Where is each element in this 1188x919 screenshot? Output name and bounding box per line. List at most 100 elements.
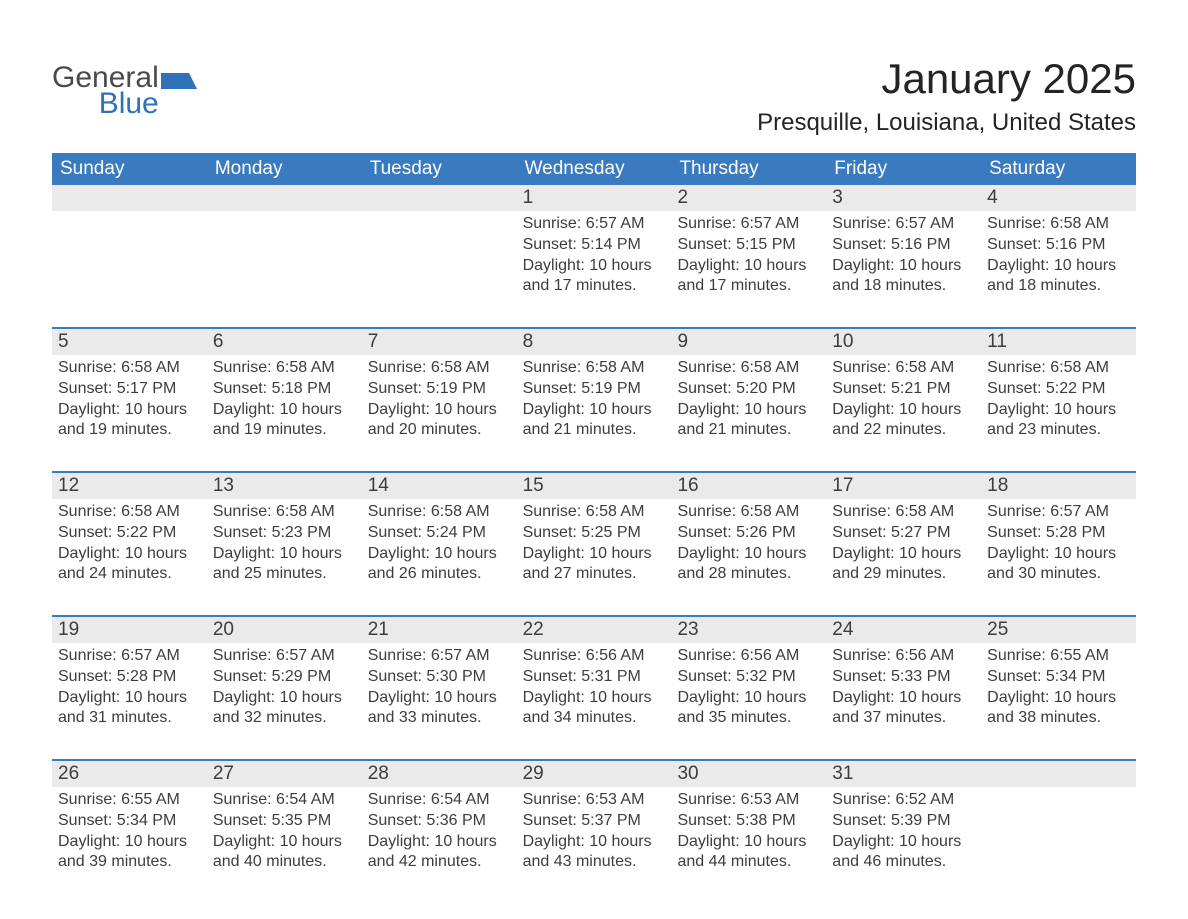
location: Presquille, Louisiana, United States bbox=[757, 109, 1136, 137]
detail-value: 6:57 AM bbox=[121, 647, 180, 664]
logo-word-blue: Blue bbox=[52, 89, 159, 119]
detail-value: 6:57 AM bbox=[741, 215, 800, 232]
detail-label: Daylight: bbox=[58, 401, 125, 418]
day-details: Sunrise: 6:53 AMSunset: 5:37 PMDaylight:… bbox=[517, 787, 672, 873]
detail-label: Sunset: bbox=[58, 380, 117, 397]
day-cell: 29Sunrise: 6:53 AMSunset: 5:37 PMDayligh… bbox=[517, 761, 672, 889]
day-header: Wednesday bbox=[517, 153, 672, 185]
detail-label: Sunset: bbox=[523, 236, 582, 253]
detail-label: Daylight: bbox=[368, 401, 435, 418]
day-details: Sunrise: 6:54 AMSunset: 5:35 PMDaylight:… bbox=[207, 787, 362, 873]
detail-value: 6:57 AM bbox=[276, 647, 335, 664]
day-header: Thursday bbox=[671, 153, 826, 185]
day-cell: 26Sunrise: 6:55 AMSunset: 5:34 PMDayligh… bbox=[52, 761, 207, 889]
logo-flag-icon bbox=[161, 67, 197, 89]
detail-label: Sunset: bbox=[368, 812, 427, 829]
detail-value: 5:25 PM bbox=[581, 524, 641, 541]
day-details: Sunrise: 6:58 AMSunset: 5:18 PMDaylight:… bbox=[207, 355, 362, 441]
detail-label: Sunset: bbox=[58, 668, 117, 685]
day-number: 19 bbox=[52, 617, 207, 643]
day-header: Sunday bbox=[52, 153, 207, 185]
detail-label: Sunset: bbox=[987, 668, 1046, 685]
detail-label: Daylight: bbox=[832, 689, 899, 706]
detail-label: Daylight: bbox=[213, 401, 280, 418]
detail-label: Sunset: bbox=[58, 812, 117, 829]
detail-label: Sunset: bbox=[523, 668, 582, 685]
day-details: Sunrise: 6:52 AMSunset: 5:39 PMDaylight:… bbox=[826, 787, 981, 873]
detail-value: 6:58 AM bbox=[276, 359, 335, 376]
detail-value: 6:58 AM bbox=[741, 359, 800, 376]
detail-value: 5:31 PM bbox=[581, 668, 641, 685]
day-cell: 30Sunrise: 6:53 AMSunset: 5:38 PMDayligh… bbox=[671, 761, 826, 889]
logo-text: General Blue bbox=[52, 63, 159, 119]
detail-value: 6:58 AM bbox=[895, 359, 954, 376]
detail-value: 6:53 AM bbox=[741, 791, 800, 808]
day-header: Monday bbox=[207, 153, 362, 185]
day-cell: 6Sunrise: 6:58 AMSunset: 5:18 PMDaylight… bbox=[207, 329, 362, 457]
detail-label: Sunset: bbox=[677, 812, 736, 829]
logo: General Blue bbox=[52, 63, 197, 119]
detail-value: 6:55 AM bbox=[121, 791, 180, 808]
day-number: 9 bbox=[671, 329, 826, 355]
day-cell: 10Sunrise: 6:58 AMSunset: 5:21 PMDayligh… bbox=[826, 329, 981, 457]
day-details: Sunrise: 6:53 AMSunset: 5:38 PMDaylight:… bbox=[671, 787, 826, 873]
detail-value: 6:52 AM bbox=[895, 791, 954, 808]
detail-value: 6:58 AM bbox=[121, 503, 180, 520]
day-details: Sunrise: 6:57 AMSunset: 5:14 PMDaylight:… bbox=[517, 211, 672, 297]
day-cell: 1Sunrise: 6:57 AMSunset: 5:14 PMDaylight… bbox=[517, 185, 672, 313]
week-row: 12Sunrise: 6:58 AMSunset: 5:22 PMDayligh… bbox=[52, 471, 1136, 601]
day-header-row: SundayMondayTuesdayWednesdayThursdayFrid… bbox=[52, 153, 1136, 185]
day-cell: 7Sunrise: 6:58 AMSunset: 5:19 PMDaylight… bbox=[362, 329, 517, 457]
detail-label: Sunset: bbox=[213, 668, 272, 685]
detail-value: 6:55 AM bbox=[1050, 647, 1109, 664]
day-number: 28 bbox=[362, 761, 517, 787]
day-details: Sunrise: 6:58 AMSunset: 5:26 PMDaylight:… bbox=[671, 499, 826, 585]
header: General Blue January 2025 Presquille, Lo… bbox=[52, 55, 1136, 137]
day-details: Sunrise: 6:58 AMSunset: 5:17 PMDaylight:… bbox=[52, 355, 207, 441]
day-cell: 13Sunrise: 6:58 AMSunset: 5:23 PMDayligh… bbox=[207, 473, 362, 601]
detail-label: Sunrise: bbox=[677, 503, 740, 520]
detail-label: Daylight: bbox=[677, 833, 744, 850]
detail-value: 6:53 AM bbox=[586, 791, 645, 808]
detail-value: 5:35 PM bbox=[272, 812, 332, 829]
detail-label: Daylight: bbox=[213, 545, 280, 562]
detail-label: Sunset: bbox=[677, 236, 736, 253]
day-number: 22 bbox=[517, 617, 672, 643]
day-details: Sunrise: 6:57 AMSunset: 5:28 PMDaylight:… bbox=[52, 643, 207, 729]
detail-label: Daylight: bbox=[832, 545, 899, 562]
day-details: Sunrise: 6:57 AMSunset: 5:28 PMDaylight:… bbox=[981, 499, 1136, 585]
detail-value: 5:26 PM bbox=[736, 524, 796, 541]
detail-label: Daylight: bbox=[213, 833, 280, 850]
detail-label: Sunrise: bbox=[213, 359, 276, 376]
detail-label: Daylight: bbox=[987, 545, 1054, 562]
detail-label: Sunrise: bbox=[58, 359, 121, 376]
detail-value: 6:58 AM bbox=[586, 359, 645, 376]
detail-label: Sunset: bbox=[987, 236, 1046, 253]
detail-label: Sunset: bbox=[213, 812, 272, 829]
day-details: Sunrise: 6:58 AMSunset: 5:22 PMDaylight:… bbox=[981, 355, 1136, 441]
detail-value: 5:14 PM bbox=[581, 236, 641, 253]
day-details: Sunrise: 6:58 AMSunset: 5:22 PMDaylight:… bbox=[52, 499, 207, 585]
detail-label: Daylight: bbox=[987, 401, 1054, 418]
calendar: SundayMondayTuesdayWednesdayThursdayFrid… bbox=[52, 153, 1136, 889]
day-number: 27 bbox=[207, 761, 362, 787]
day-cell: 31Sunrise: 6:52 AMSunset: 5:39 PMDayligh… bbox=[826, 761, 981, 889]
day-cell: 14Sunrise: 6:58 AMSunset: 5:24 PMDayligh… bbox=[362, 473, 517, 601]
detail-label: Sunset: bbox=[832, 812, 891, 829]
detail-label: Sunrise: bbox=[832, 503, 895, 520]
day-details: Sunrise: 6:58 AMSunset: 5:24 PMDaylight:… bbox=[362, 499, 517, 585]
detail-value: 6:54 AM bbox=[276, 791, 335, 808]
detail-value: 5:33 PM bbox=[891, 668, 951, 685]
day-cell: 9Sunrise: 6:58 AMSunset: 5:20 PMDaylight… bbox=[671, 329, 826, 457]
detail-value: 6:58 AM bbox=[1050, 359, 1109, 376]
detail-value: 6:58 AM bbox=[276, 503, 335, 520]
day-cell bbox=[362, 185, 517, 313]
day-details: Sunrise: 6:58 AMSunset: 5:27 PMDaylight:… bbox=[826, 499, 981, 585]
detail-label: Sunrise: bbox=[523, 359, 586, 376]
day-cell: 27Sunrise: 6:54 AMSunset: 5:35 PMDayligh… bbox=[207, 761, 362, 889]
detail-label: Sunset: bbox=[58, 524, 117, 541]
day-number bbox=[52, 185, 207, 211]
detail-value: 6:57 AM bbox=[586, 215, 645, 232]
detail-label: Daylight: bbox=[58, 689, 125, 706]
day-details: Sunrise: 6:58 AMSunset: 5:21 PMDaylight:… bbox=[826, 355, 981, 441]
